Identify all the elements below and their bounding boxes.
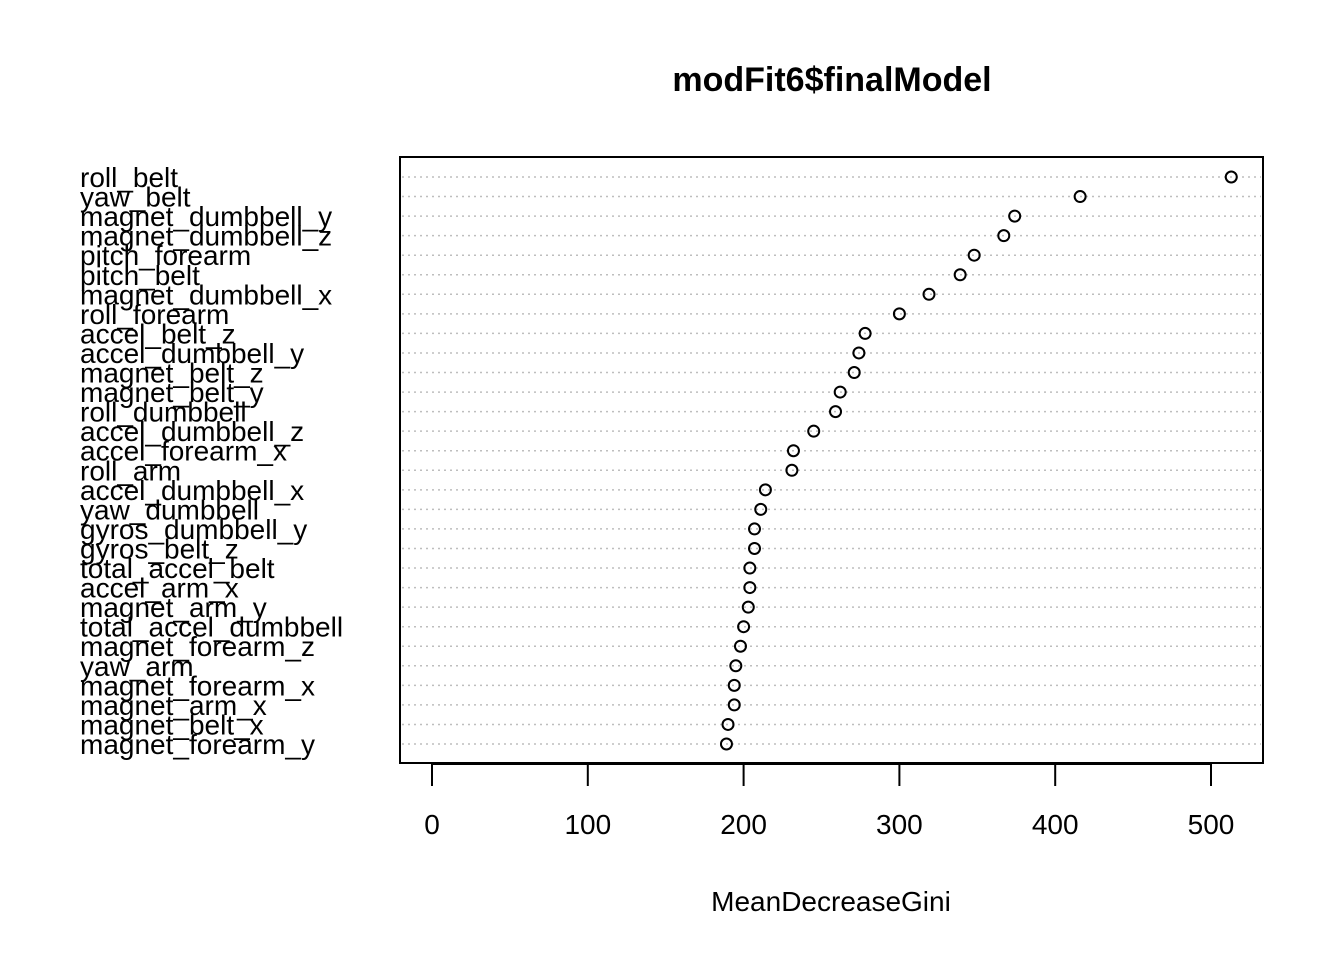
category-label: accel_belt_z (80, 318, 236, 349)
data-point (758, 483, 772, 497)
category-label: magnet_forearm_z (80, 631, 315, 662)
category-label: total_accel_dumbbell (80, 612, 343, 643)
category-label: yaw_belt (80, 182, 191, 213)
data-points (719, 170, 1238, 751)
category-label: roll_arm (80, 455, 181, 486)
category-label: magnet_dumbbell_y (80, 201, 332, 232)
x-tick-label: 500 (1188, 809, 1235, 840)
category-label: roll_dumbbell (80, 397, 247, 428)
category-label: accel_dumbbell_x (80, 475, 304, 506)
category-label: roll_forearm (80, 299, 229, 330)
category-label: yaw_dumbbell (80, 494, 259, 525)
x-axis: 0 100 200 300 400 500 (424, 763, 1235, 840)
data-point (829, 405, 843, 419)
x-tick-label: 300 (876, 809, 923, 840)
category-label: pitch_forearm (80, 240, 251, 271)
data-point (754, 502, 768, 516)
category-label: yaw_arm (80, 651, 194, 682)
x-tick-label: 400 (1032, 809, 1079, 840)
data-point (892, 307, 906, 321)
category-label: accel_dumbbell_z (80, 416, 304, 447)
data-point (721, 717, 735, 731)
data-point (953, 268, 967, 282)
category-label: magnet_belt_z (80, 358, 264, 389)
data-point (1008, 209, 1022, 223)
category-label: magnet_dumbbell_x (80, 279, 332, 310)
plot-frame (399, 156, 1264, 764)
y-axis-labels: roll_beltyaw_beltmagnet_dumbbell_ymagnet… (80, 162, 343, 760)
data-point (727, 678, 741, 692)
data-point (719, 737, 733, 751)
category-label: magnet_arm_y (80, 592, 267, 623)
grid-lines (402, 176, 1261, 745)
data-point (729, 659, 743, 673)
x-tick-label: 100 (564, 809, 611, 840)
data-point (1073, 190, 1087, 204)
data-point (743, 561, 757, 575)
chart-title: modFit6$finalModel (672, 61, 991, 99)
category-label: pitch_belt (80, 260, 200, 291)
data-point (748, 541, 762, 555)
category-label: gyros_dumbbell_y (80, 514, 307, 545)
category-label: accel_dumbbell_y (80, 338, 304, 369)
category-label: magnet_forearm_y (80, 729, 315, 760)
category-label: magnet_dumbbell_z (80, 221, 332, 252)
data-point (997, 229, 1011, 243)
x-tick-label: 0 (424, 809, 440, 840)
data-point (733, 639, 747, 653)
category-label: magnet_arm_x (80, 690, 267, 721)
data-point (807, 424, 821, 438)
data-point (967, 248, 981, 262)
x-axis-title: MeanDecreaseGini (711, 886, 951, 917)
category-label: magnet_belt_x (80, 709, 264, 740)
data-point (786, 444, 800, 458)
category-label: accel_arm_x (80, 573, 239, 604)
data-point (743, 581, 757, 595)
data-point (727, 698, 741, 712)
category-label: magnet_forearm_x (80, 670, 315, 701)
data-point (737, 620, 751, 634)
data-point (741, 600, 755, 614)
data-point (748, 522, 762, 536)
category-label: roll_belt (80, 162, 178, 193)
data-point (785, 463, 799, 477)
x-tick-label: 200 (720, 809, 767, 840)
category-label: gyros_belt_z (80, 533, 239, 564)
data-point (1224, 170, 1238, 184)
category-label: total_accel_belt (80, 553, 275, 584)
data-point (833, 385, 847, 399)
data-point (852, 346, 866, 360)
data-point (847, 366, 861, 380)
category-label: accel_forearm_x (80, 436, 287, 467)
category-label: magnet_belt_y (80, 377, 264, 408)
data-point (922, 287, 936, 301)
data-point (858, 326, 872, 340)
